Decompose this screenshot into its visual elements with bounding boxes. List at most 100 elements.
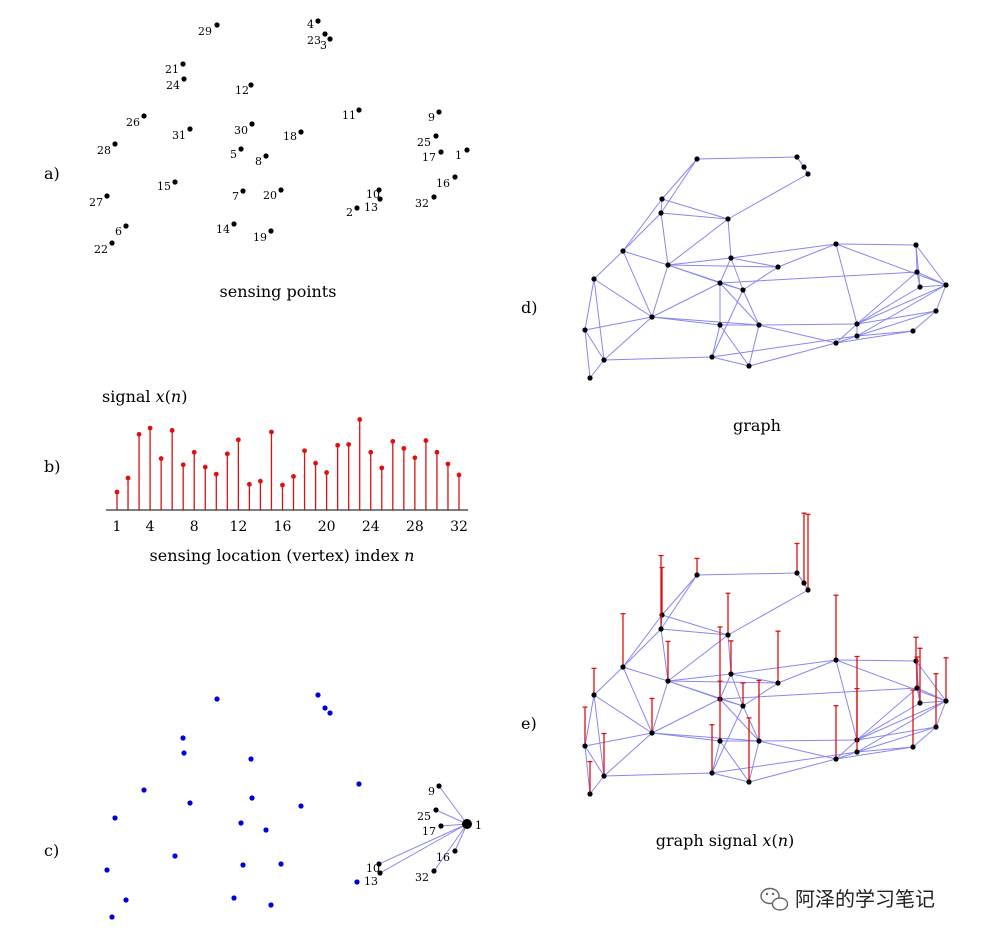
graph-vertex [910,744,916,750]
signal-stem-15 [269,429,274,510]
neighbor-vertex-label: 10 [366,862,380,875]
signal-xlabel: sensing location (vertex) index n [150,546,415,565]
graph-vertex-17 [914,269,920,275]
sensing-point-28: 28 [97,141,118,157]
vertex-label: 17 [422,151,436,164]
graph-vertex-26 [854,333,860,339]
wechat-icon [760,887,789,911]
signal-title: signal x(n) [102,387,187,406]
graph-edge [912,726,937,748]
signal-stem-12 [235,437,241,510]
sensing-point-8: 8 [255,153,269,168]
graph-edge [719,282,760,326]
sensing-point-22: 22 [94,240,115,256]
vertex-label: 20 [263,189,277,202]
other-vertex [356,781,362,787]
graph-edge [711,751,858,774]
graph-edge [730,659,837,675]
graph-vertex [746,779,752,785]
watermark: 阿泽的学习笔记 [760,887,935,911]
graph-edge [660,158,698,214]
sensing-point-dot [268,228,274,234]
neighbor-vertex-label: 32 [415,871,429,884]
graph-edge [748,758,837,783]
vertex-label: 3 [320,39,327,52]
graph-edge [758,739,858,742]
graph-edge [856,700,947,753]
graph-edge [711,705,744,774]
graph-edge [919,700,947,704]
center-vertex-label: 1 [475,819,482,832]
x-tick-label: 24 [362,519,380,535]
panel-label-c: c) [44,841,59,860]
graph-vertex [709,770,715,776]
graph-edge [667,264,779,268]
graph-edge [660,212,669,266]
graph-signal-stem-4 [805,513,811,593]
graph-edge [835,659,917,662]
graph-vertex-15 [717,280,723,286]
graph-edge [719,698,760,742]
panel-label-a: a) [44,164,60,183]
sensing-point-18: 18 [283,129,304,143]
graph-vertex-21 [717,322,723,328]
graph-vertex-23 [854,321,860,327]
graph-edge [584,694,595,747]
graph-vertex [620,664,626,670]
other-vertex [249,795,255,801]
graph-edge [727,218,732,259]
graph-vertex [582,743,588,749]
graph-edge [622,628,662,668]
graph-vertex-22 [756,322,762,328]
graph-edge [835,330,914,344]
graph-edge [915,244,947,286]
other-vertex [172,853,178,859]
graph-edge [667,257,732,266]
x-tick-label: 8 [190,519,199,535]
stem-marker [456,472,462,478]
signal-stem-21 [335,442,341,510]
graph-edge [742,682,779,707]
sensing-point-dot [298,129,304,135]
stem-marker [346,442,352,447]
signal-stem-28 [412,455,418,510]
sensing-point-19: 19 [253,228,274,244]
other-vertex [315,692,321,698]
graph-signal-stem-25 [582,706,588,749]
graph-vertex-11 [775,264,781,270]
sensing-point-26: 26 [126,113,147,129]
signal-stem-11 [224,451,230,510]
sensing-point-11: 11 [342,107,362,122]
graph-vertex [659,612,665,618]
neighbor-vertex [452,848,458,854]
graph-vertex-19 [943,282,949,288]
graph-vertex-25 [582,327,588,333]
graph-signal-stem-32 [587,760,593,797]
graph-edge [593,278,653,318]
graph-edge [758,740,837,760]
graph-edge [651,264,669,318]
graph-edge [856,702,921,741]
graph-vertex [587,791,593,797]
signal-stem-plot: 1 4 8 12 16 20 24 28 32 [106,417,468,535]
sensing-point-16: 16 [436,174,458,190]
graph-signal-stem-18 [917,647,923,706]
graph-vertex [665,678,671,684]
graph-edge [748,342,837,367]
graph-signal-stem-28 [709,724,715,776]
vertex-label: 11 [342,109,356,122]
sensing-point-dot [356,107,362,113]
graph-vertex-24 [933,308,939,314]
graph-edge [593,694,605,777]
graph-signal-stem-11 [775,630,781,686]
stem-marker [302,448,307,454]
sensing-point-9: 9 [428,109,442,124]
signal-stem-8 [191,449,197,510]
graph-edge [622,666,669,682]
vertex-label: 19 [253,231,267,244]
other-vertex [104,867,110,873]
sensing-point-7: 7 [232,188,246,203]
watermark-text: 阿泽的学习笔记 [795,887,935,911]
graph-vertex-18 [917,284,923,290]
